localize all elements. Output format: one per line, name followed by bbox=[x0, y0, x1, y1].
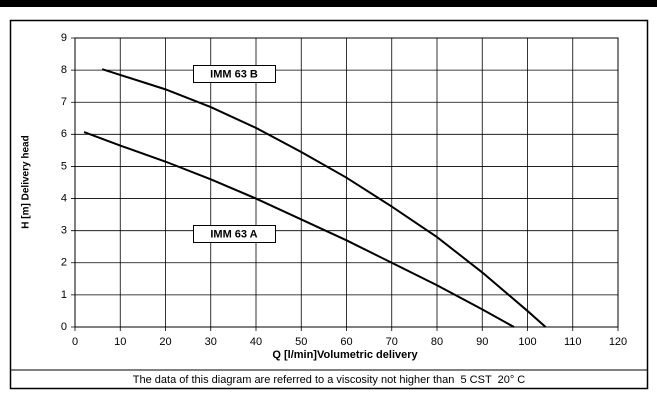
x-tick-label: 0 bbox=[72, 336, 78, 348]
y-tick-label: 2 bbox=[61, 257, 67, 269]
x-tick-label: 100 bbox=[518, 336, 536, 348]
y-tick-label: 1 bbox=[61, 289, 67, 301]
top-bar bbox=[0, 0, 657, 7]
x-tick-label: 40 bbox=[250, 336, 262, 348]
x-tick-label: 80 bbox=[431, 336, 443, 348]
x-tick-label: 20 bbox=[159, 336, 171, 348]
y-axis-label: H [m] Delivery head bbox=[21, 135, 32, 228]
y-tick-label: 0 bbox=[61, 321, 67, 333]
x-tick-label: 10 bbox=[114, 336, 126, 348]
series-label: IMM 63 A bbox=[210, 228, 257, 240]
x-tick-label: 110 bbox=[564, 336, 582, 348]
y-tick-label: 8 bbox=[61, 64, 67, 76]
x-tick-label: 120 bbox=[609, 336, 627, 348]
x-tick-label: 50 bbox=[295, 336, 307, 348]
y-tick-label: 3 bbox=[61, 225, 67, 237]
series-label: IMM 63 B bbox=[210, 68, 258, 80]
outer-frame bbox=[9, 19, 649, 390]
y-tick-label: 6 bbox=[61, 128, 67, 140]
x-tick-label: 70 bbox=[386, 336, 398, 348]
x-tick-label: 60 bbox=[340, 336, 352, 348]
note: The data of this diagram are referred to… bbox=[133, 374, 526, 386]
y-tick-label: 4 bbox=[61, 192, 67, 204]
series-line bbox=[101, 68, 547, 328]
y-tick-label: 9 bbox=[61, 32, 67, 44]
series-label-box bbox=[193, 225, 276, 243]
series-label-box bbox=[193, 65, 276, 83]
series-line bbox=[83, 131, 515, 328]
x-axis-label: Q [l/min]Volumetric delivery bbox=[272, 349, 418, 361]
y-tick-label: 5 bbox=[61, 160, 67, 172]
y-tick-label: 7 bbox=[61, 96, 67, 108]
x-tick-label: 30 bbox=[205, 336, 217, 348]
x-tick-label: 90 bbox=[476, 336, 488, 348]
